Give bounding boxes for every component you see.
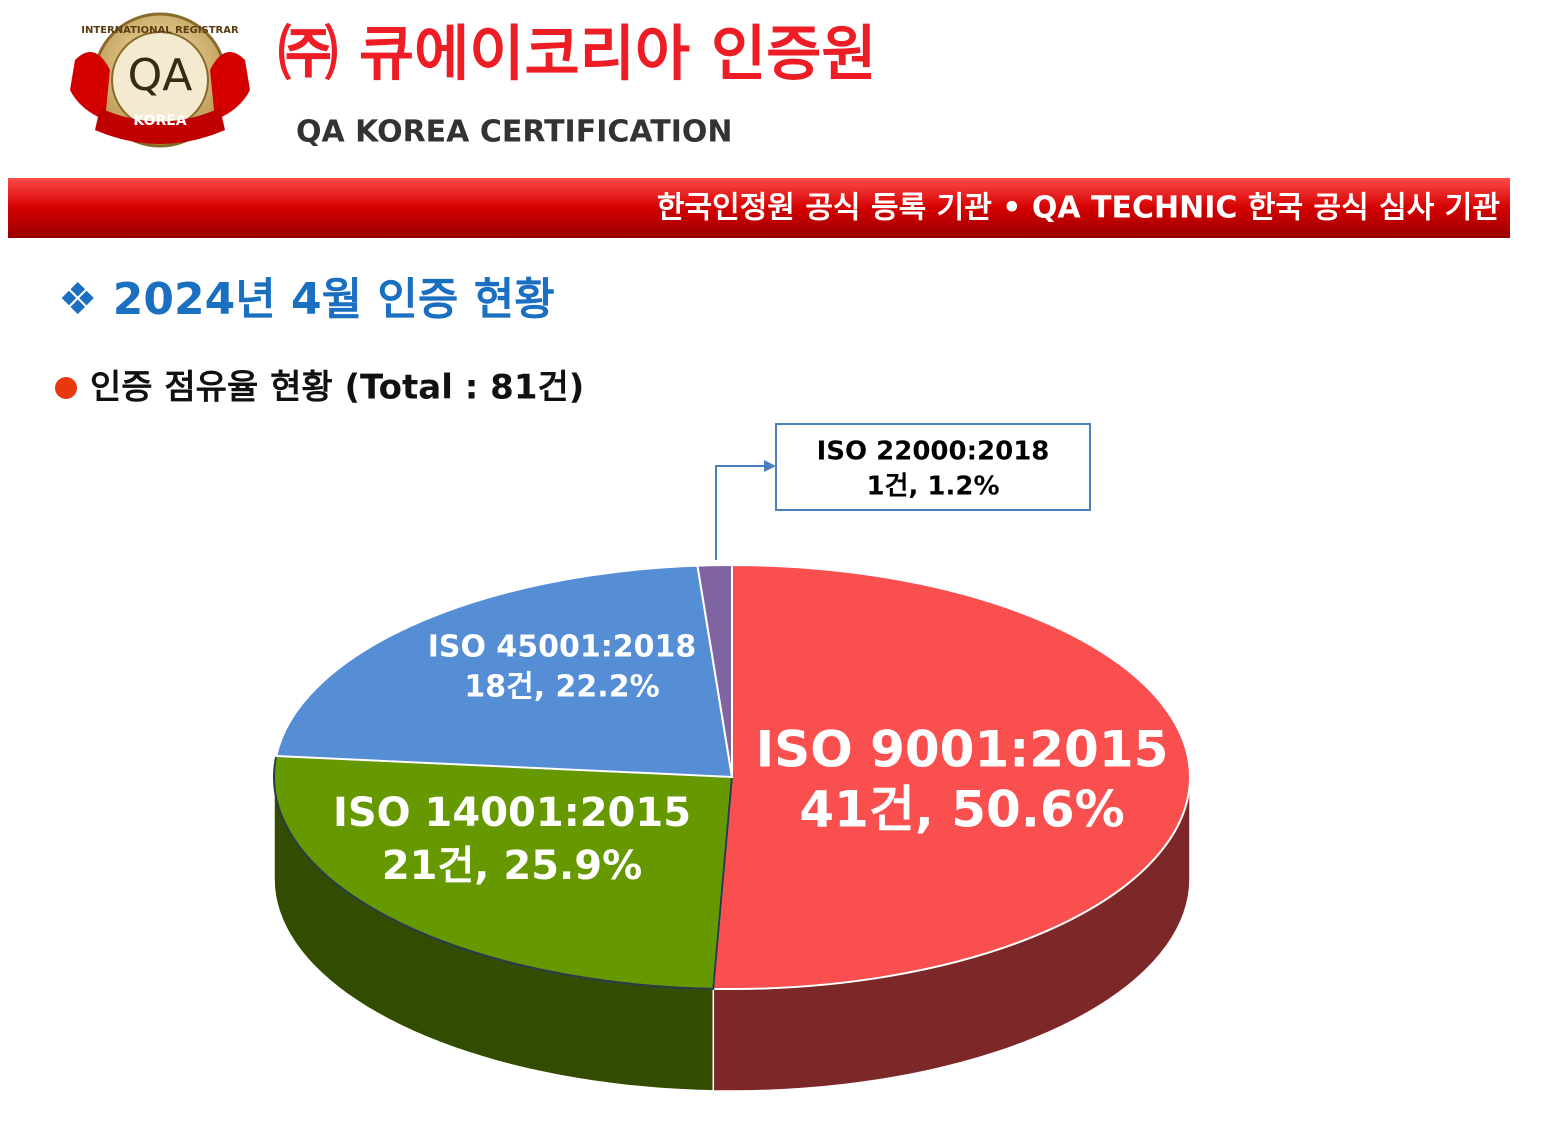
company-title: ㈜ 큐에이코리아 인증원: [278, 20, 877, 90]
logo-banner: KOREA: [133, 113, 186, 129]
callout-arrow: [715, 465, 772, 560]
slice-name: ISO 9001:2015: [756, 721, 1169, 779]
chart-title: 인증 점유율 현황 (Total : 81건): [90, 368, 584, 408]
slice-value-label: 21건, 25.9%: [382, 843, 642, 889]
bullet: [55, 377, 77, 399]
pie-slice: [275, 564, 734, 779]
callout-arrowhead: [764, 460, 776, 472]
section-title: ❖ 2024년 4월 인증 현황: [58, 274, 555, 325]
slice-name: ISO 45001:2018: [428, 630, 697, 665]
ribbon: [8, 178, 1510, 238]
pie-slice: [712, 563, 1191, 990]
slice-value-label: 41건, 50.6%: [799, 781, 1124, 839]
logo-mark: QA: [128, 50, 193, 101]
pie-chart: [273, 563, 1191, 1092]
slice-value-label: 18건, 22.2%: [464, 670, 659, 705]
pie-slice: [696, 563, 733, 778]
slice-value-label: 1건, 1.2%: [866, 472, 999, 502]
pie-slice: [273, 754, 734, 990]
company-subtitle: QA KOREA CERTIFICATION: [296, 115, 733, 150]
logo-ring-text: INTERNATIONAL REGISTRAR: [81, 25, 239, 36]
ribbon-text: 한국인정원 공식 등록 기관 • QA TECHNIC 한국 공식 심사 기관: [657, 191, 1500, 226]
logo: INTERNATIONAL REGISTRAR QA KOREA: [70, 12, 250, 148]
slice-name: ISO 14001:2015: [333, 790, 691, 836]
slice-name: ISO 22000:2018: [817, 437, 1050, 467]
callout-box: [775, 423, 1091, 511]
